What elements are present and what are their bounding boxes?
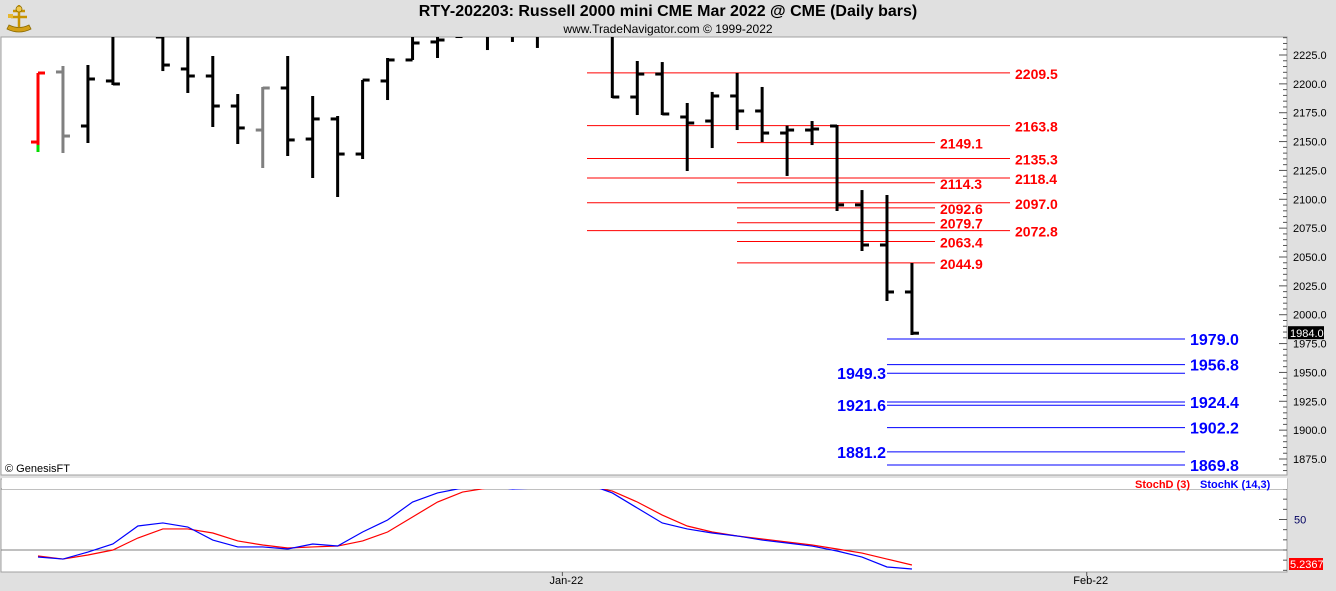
price-axis-label: 2150.0 — [1293, 137, 1327, 149]
price-bars — [31, 37, 919, 336]
chart-title: RTY-202203: Russell 2000 mini CME Mar 20… — [418, 3, 918, 20]
ohlc-bar — [655, 62, 670, 116]
ohlc-bar — [805, 121, 820, 146]
chart-header: RTY-202203: Russell 2000 mini CME Mar 20… — [0, 0, 1336, 37]
price-axis-label: 2125.0 — [1293, 165, 1327, 177]
resistance-level-label: 2063.4 — [940, 235, 983, 251]
price-axis: 1875.0 1900.0 1925.0 1950.0 1975.0 2000.0 2025… — [1279, 37, 1327, 472]
ohlc-bar — [680, 103, 695, 172]
ohlc-bar — [305, 95, 320, 179]
ohlc-bar — [830, 124, 845, 211]
price-axis-label: 1875.0 — [1293, 454, 1327, 466]
ohlc-bar — [80, 65, 95, 143]
ohlc-bar — [405, 37, 420, 62]
support-level-label: 1902.2 — [1190, 421, 1239, 438]
ohlc-bar — [105, 37, 120, 86]
support-level-label: 1921.6 — [837, 398, 886, 415]
price-plot-area — [0, 36, 1288, 476]
ohlc-bar — [705, 91, 720, 149]
price-axis-label: 2200.0 — [1293, 79, 1327, 91]
support-level-label: 1979.0 — [1190, 332, 1239, 349]
ohlc-bar — [31, 71, 45, 152]
copyright-label: © GenesisFT — [5, 463, 70, 475]
ohlc-bar — [879, 195, 894, 301]
resistance-level-label: 2044.9 — [940, 256, 983, 272]
stoch-legend-k: StochK (14,3) — [1200, 479, 1271, 491]
ohlc-bar — [755, 86, 770, 143]
price-axis-label: 1950.0 — [1293, 367, 1327, 379]
stoch-series-line — [37, 485, 913, 566]
price-level-labels: 2209.5 2163.8 2149.1 2135.3 2118.4 2114.3 2097… — [837, 66, 1239, 475]
resistance-level-label: 2163.8 — [1015, 119, 1058, 135]
last-price-tag — [1288, 326, 1324, 340]
chart-subtitle: www.TradeNavigator.com © 1999-2022 — [563, 22, 773, 36]
resistance-level-label: 2079.7 — [940, 216, 983, 232]
price-axis-label: 2075.0 — [1293, 223, 1327, 235]
price-axis-label: 2025.0 — [1293, 281, 1327, 293]
ohlc-bar — [280, 56, 295, 157]
ohlc-bar — [780, 125, 795, 176]
support-level-label: 1881.2 — [837, 445, 886, 462]
resistance-level-label: 2092.6 — [940, 201, 983, 217]
resistance-level-label: 2135.3 — [1015, 152, 1058, 168]
last-price-label: 1984.0 — [1290, 328, 1324, 340]
stoch-plot-area — [0, 478, 1288, 573]
ohlc-bar — [485, 37, 489, 51]
support-level-label: 1949.3 — [837, 366, 886, 383]
price-axis-label: 2175.0 — [1293, 108, 1327, 120]
support-level-label: 1924.4 — [1190, 395, 1239, 412]
price-axis-label: 1975.0 — [1293, 339, 1327, 351]
price-axis-label: 2050.0 — [1293, 252, 1327, 264]
ohlc-bar — [355, 78, 370, 160]
ohlc-bar — [230, 94, 245, 144]
ohlc-bar — [180, 37, 195, 93]
stoch-legend-bg — [2, 478, 1287, 489]
ohlc-bar — [904, 263, 919, 336]
price-axis-label: 1925.0 — [1293, 396, 1327, 408]
support-level-label: 1869.8 — [1190, 458, 1239, 475]
resistance-level-label: 2097.0 — [1015, 196, 1058, 212]
ohlc-bar — [510, 37, 514, 42]
resistance-level-label: 2114.3 — [940, 176, 982, 192]
stoch-axis-label: 50 — [1294, 514, 1306, 526]
resistance-level-label: 2149.1 — [940, 136, 983, 152]
ohlc-bar — [610, 37, 620, 99]
ohlc-bar — [55, 65, 70, 154]
ohlc-bar — [730, 73, 745, 131]
ohlc-bar — [155, 37, 170, 72]
ohlc-bar — [855, 190, 870, 252]
time-axis-label: Jan-22 — [550, 575, 584, 587]
sextant-icon — [6, 5, 32, 33]
stoch-last-value-tag — [1289, 558, 1323, 570]
stochastic-panel: 50 StochD (3) StochK (14,3) 5.2367 — [1, 478, 1324, 571]
support-level-label: 1956.8 — [1190, 358, 1239, 375]
price-levels — [587, 72, 1185, 466]
ohlc-bar — [330, 115, 345, 197]
time-axis-label: Feb-22 — [1073, 575, 1108, 587]
stoch-legend-d: StochD (3) — [1135, 479, 1190, 491]
resistance-level-label: 2072.8 — [1015, 224, 1058, 240]
ohlc-bar — [630, 61, 645, 116]
resistance-level-label: 2209.5 — [1015, 66, 1058, 82]
resistance-level-label: 2118.4 — [1015, 171, 1057, 187]
ohlc-bar — [380, 58, 395, 101]
stoch-last-value-label: 5.2367 — [1290, 559, 1324, 571]
price-axis-label: 2225.0 — [1293, 50, 1327, 62]
price-axis-label: 2000.0 — [1293, 310, 1327, 322]
price-axis-label: 1900.0 — [1293, 425, 1327, 437]
ohlc-bar — [535, 37, 539, 48]
ohlc-bar — [255, 86, 270, 169]
ohlc-bar — [455, 37, 463, 39]
ohlc-bar — [430, 37, 445, 59]
price-axis-label: 2100.0 — [1293, 194, 1327, 206]
ohlc-bar — [205, 56, 220, 128]
time-axis: Jan-22 Feb-22 — [550, 572, 1108, 587]
